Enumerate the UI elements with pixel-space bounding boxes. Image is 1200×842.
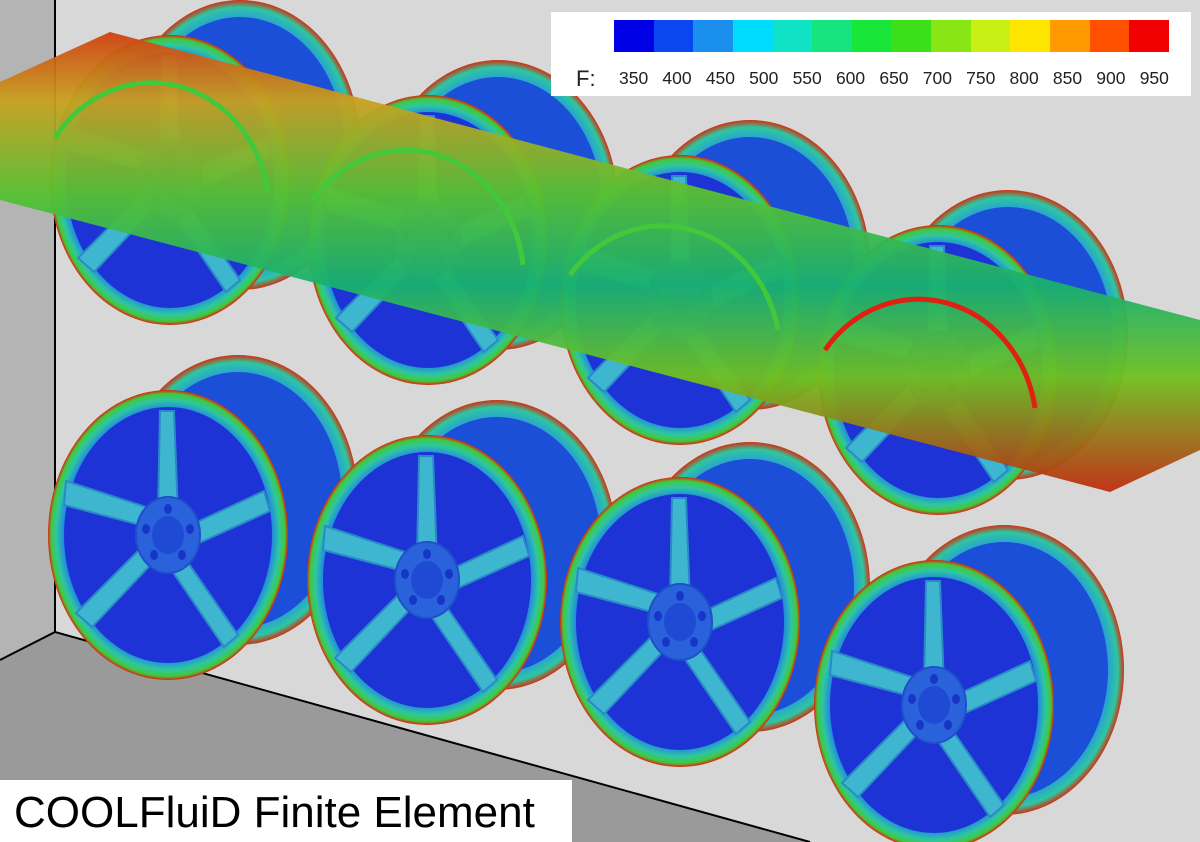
legend-tick: 500 — [749, 68, 779, 88]
legend-swatch — [1010, 20, 1051, 52]
legend-tick: 850 — [1052, 68, 1083, 88]
legend-swatch — [931, 20, 971, 52]
caption-box: COOLFluiD Finite Element — [0, 780, 572, 842]
legend-tick: 750 — [966, 68, 996, 88]
legend-swatch — [653, 20, 694, 52]
legend-swatch — [614, 20, 654, 52]
color-legend: F: 350 400 450 500 550 600 650 700 750 800 850 900 9… — [551, 12, 1191, 96]
legend-swatch — [693, 20, 733, 52]
legend-variable-label: F: — [576, 66, 596, 91]
legend-tick: 400 — [662, 68, 692, 88]
legend-tick: 700 — [922, 68, 952, 88]
legend-swatch — [812, 20, 852, 52]
legend-tick: 550 — [792, 68, 822, 88]
heat-slab — [0, 32, 1200, 492]
legend-swatch — [732, 20, 773, 52]
legend-tick: 450 — [705, 68, 735, 88]
legend-swatch — [1129, 20, 1169, 52]
legend-swatch — [970, 20, 1011, 52]
wheel-top-arcs — [52, 80, 1038, 409]
legend-swatch — [772, 20, 813, 52]
legend-tick: 900 — [1096, 68, 1126, 88]
legend-tick: 350 — [619, 68, 649, 88]
caption-text: COOLFluiD Finite Element — [14, 788, 535, 837]
legend-tick: 600 — [835, 68, 866, 88]
legend-swatch — [1050, 20, 1090, 52]
floor-edge — [0, 631, 56, 661]
legend-swatch — [851, 20, 892, 52]
legend-swatch — [1089, 20, 1130, 52]
legend-colorbar — [614, 20, 1169, 52]
legend-tick: 650 — [879, 68, 909, 88]
legend-swatch — [891, 20, 932, 52]
legend-tick-labels: 350 400 450 500 550 600 650 700 750 800 850 900 950 — [619, 68, 1169, 89]
legend-tick: 800 — [1009, 68, 1039, 88]
legend-tick: 950 — [1139, 68, 1169, 88]
